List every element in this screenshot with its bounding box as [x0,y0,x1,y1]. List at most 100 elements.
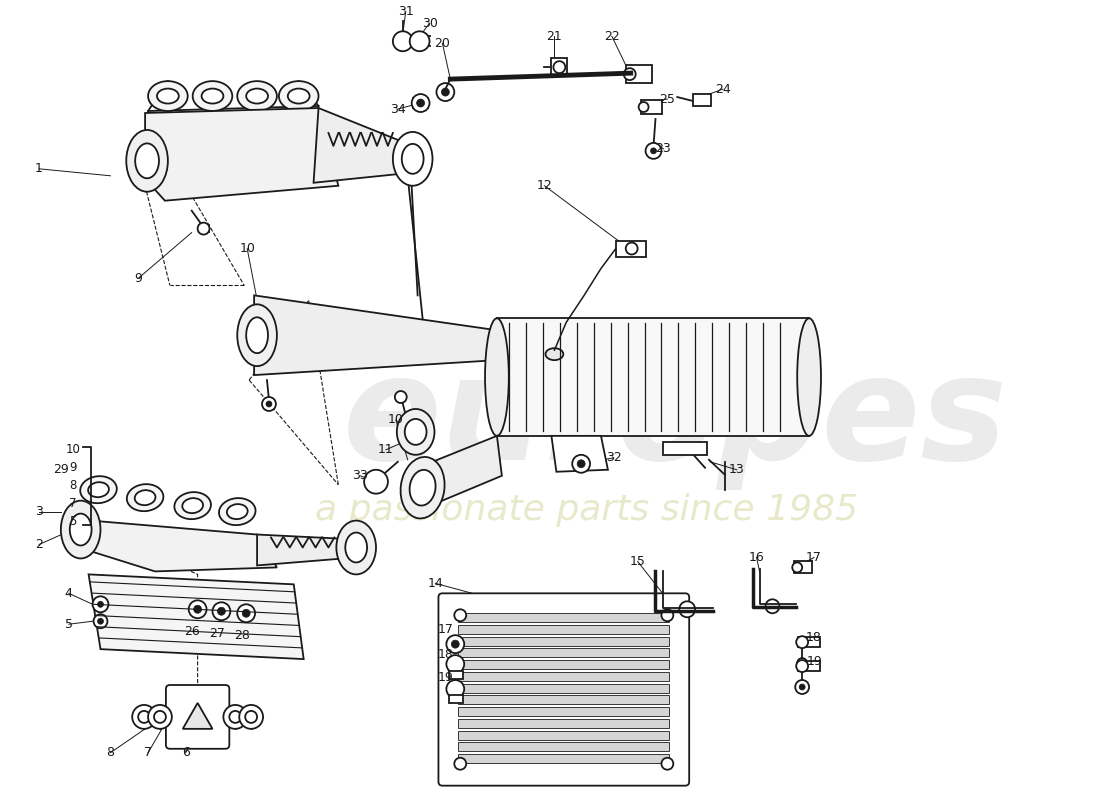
Text: 22: 22 [604,30,619,42]
Circle shape [393,31,412,51]
Text: 18: 18 [806,630,822,644]
Circle shape [680,602,695,618]
Polygon shape [183,703,212,729]
Bar [459,672,670,681]
Polygon shape [79,519,277,571]
Text: 12: 12 [537,179,552,192]
Circle shape [92,596,109,612]
Circle shape [639,102,649,112]
Text: 10: 10 [239,242,255,255]
Text: 24: 24 [715,82,730,95]
Circle shape [624,68,636,80]
Text: 30: 30 [421,17,438,30]
Circle shape [447,635,464,653]
Text: 17: 17 [806,551,822,564]
Circle shape [646,143,661,159]
Circle shape [661,758,673,770]
Text: europes: europes [343,350,1008,490]
Text: 18: 18 [438,648,453,661]
Ellipse shape [135,143,160,178]
Bar [459,660,670,669]
Text: 29: 29 [53,463,68,476]
Ellipse shape [175,492,211,519]
Ellipse shape [88,482,109,498]
Text: 13: 13 [729,463,745,476]
Circle shape [262,397,276,411]
Text: 11: 11 [378,443,394,456]
Circle shape [796,660,808,672]
Text: 10: 10 [65,443,80,456]
Circle shape [98,618,103,624]
Circle shape [409,31,429,51]
Text: 6: 6 [182,746,189,759]
Polygon shape [257,534,359,566]
Bar [459,707,670,716]
Circle shape [447,680,464,698]
Bar [459,742,670,751]
Ellipse shape [148,81,188,111]
Ellipse shape [546,348,563,360]
Text: 5: 5 [69,515,76,528]
Ellipse shape [80,476,117,503]
Text: 19: 19 [438,670,453,683]
Ellipse shape [227,504,248,519]
Circle shape [239,705,263,729]
Polygon shape [89,574,304,659]
Circle shape [148,705,172,729]
Circle shape [572,455,590,473]
Text: 19: 19 [806,654,822,667]
Circle shape [451,640,460,648]
Circle shape [796,636,808,648]
Circle shape [792,562,802,572]
Text: 27: 27 [209,626,226,640]
Bar [551,58,568,76]
Text: 32: 32 [606,451,621,464]
Text: 28: 28 [234,629,250,642]
Text: 34: 34 [389,102,406,115]
Ellipse shape [400,457,444,518]
Text: 7: 7 [69,497,77,510]
Text: 16: 16 [749,551,764,564]
Ellipse shape [157,89,179,103]
Bar [663,442,707,455]
Text: 8: 8 [107,746,114,759]
Bar [459,754,670,763]
Ellipse shape [201,89,223,103]
Text: 7: 7 [144,746,152,759]
Ellipse shape [246,318,268,353]
Circle shape [795,680,810,694]
Circle shape [218,607,226,615]
Bar [799,637,820,647]
Ellipse shape [279,81,319,111]
Bar [497,318,810,436]
Circle shape [454,610,466,622]
Ellipse shape [219,498,255,525]
Text: 21: 21 [547,30,562,42]
Circle shape [364,470,388,494]
Bar [616,241,646,257]
Circle shape [139,711,150,723]
Ellipse shape [192,81,232,111]
Text: 10: 10 [388,414,404,426]
Ellipse shape [134,490,155,505]
Text: 5: 5 [65,618,73,630]
Ellipse shape [126,130,168,192]
Polygon shape [551,436,608,472]
Polygon shape [145,108,339,201]
Text: 9: 9 [134,272,142,285]
Text: 1: 1 [35,162,43,175]
Text: 23: 23 [656,142,671,155]
Circle shape [578,460,585,468]
Ellipse shape [337,521,376,574]
Text: 3: 3 [35,505,43,518]
Circle shape [245,711,257,723]
Bar [459,684,670,693]
Circle shape [194,606,201,614]
Bar [449,671,463,679]
Circle shape [553,61,565,73]
Circle shape [395,391,407,403]
Circle shape [98,602,103,607]
Circle shape [800,684,805,690]
Bar [459,719,670,728]
Text: 25: 25 [659,93,675,106]
